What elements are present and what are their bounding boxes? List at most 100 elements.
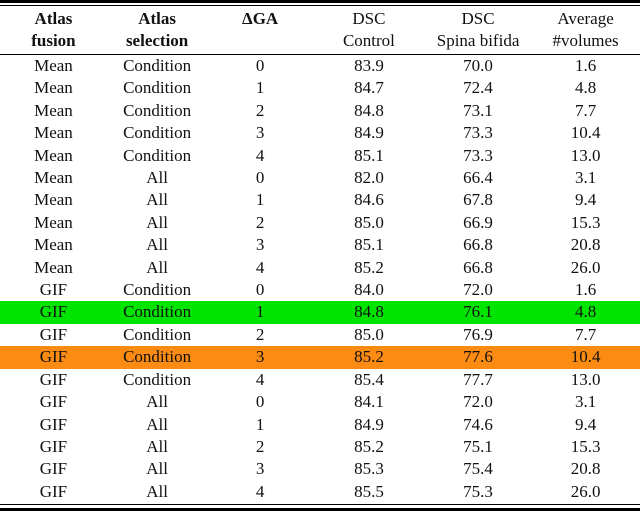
cell-avg-volumes: 26.0 bbox=[570, 257, 601, 277]
cell-dsc-spina-bifida: 73.3 bbox=[463, 123, 493, 143]
cell-atlas-selection: Condition bbox=[123, 56, 192, 75]
cell-dsc-control: 83.9 bbox=[354, 56, 384, 75]
cell-avg-volumes: 7.7 bbox=[574, 324, 597, 344]
cell-avg-volumes: 4.8 bbox=[574, 78, 597, 98]
table-row-highlight-orange: GIF Condition 3 85.2 77.6 10.4 bbox=[0, 346, 640, 369]
table-header: Atlas fusion Atlas selection ΔGA DSC Con… bbox=[0, 6, 640, 55]
cell-delta-ga: 3 bbox=[255, 459, 265, 479]
cell-dsc-control: 82.0 bbox=[354, 168, 384, 188]
table-row: Mean All 4 85.2 66.8 26.0 bbox=[0, 257, 640, 279]
cell-dsc-control: 84.7 bbox=[354, 78, 384, 98]
cell-atlas-selection: Condition bbox=[123, 78, 192, 98]
cell-atlas-fusion: Mean bbox=[34, 123, 73, 143]
cell-atlas-fusion: GIF bbox=[39, 414, 68, 434]
cell-atlas-fusion: Mean bbox=[34, 78, 73, 98]
cell-dsc-spina-bifida: 77.7 bbox=[463, 369, 493, 389]
cell-dsc-spina-bifida: 70.0 bbox=[463, 56, 493, 75]
cell-delta-ga: 1 bbox=[255, 302, 265, 322]
cell-atlas-selection: Condition bbox=[123, 100, 192, 120]
table-row: GIF All 4 85.5 75.3 26.0 bbox=[0, 481, 640, 503]
cell-avg-volumes: 9.4 bbox=[574, 414, 597, 434]
cell-delta-ga: 3 bbox=[255, 235, 265, 255]
cell-delta-ga: 1 bbox=[255, 78, 265, 98]
cell-dsc-control: 84.8 bbox=[354, 302, 384, 322]
cell-delta-ga: 4 bbox=[255, 369, 265, 389]
cell-atlas-fusion: Mean bbox=[34, 212, 73, 232]
cell-dsc-control: 85.0 bbox=[354, 324, 384, 344]
table-row: GIF All 3 85.3 75.4 20.8 bbox=[0, 458, 640, 480]
header-line1: Atlas bbox=[34, 9, 73, 28]
cell-atlas-fusion: GIF bbox=[39, 481, 68, 501]
cell-delta-ga: 1 bbox=[255, 414, 265, 434]
cell-delta-ga: 2 bbox=[255, 100, 265, 120]
cell-dsc-control: 84.8 bbox=[354, 100, 384, 120]
cell-atlas-fusion: Mean bbox=[34, 235, 73, 255]
results-table: Atlas fusion Atlas selection ΔGA DSC Con… bbox=[0, 6, 640, 503]
cell-dsc-control: 84.9 bbox=[354, 123, 384, 143]
cell-delta-ga: 0 bbox=[255, 56, 265, 75]
cell-atlas-fusion: Mean bbox=[34, 56, 73, 75]
table-row: Mean Condition 2 84.8 73.1 7.7 bbox=[0, 100, 640, 122]
col-header-dsc-control: DSC Control bbox=[312, 6, 425, 55]
cell-dsc-control: 85.2 bbox=[354, 257, 384, 277]
cell-dsc-control: 85.0 bbox=[354, 212, 384, 232]
cell-dsc-control: 84.6 bbox=[354, 190, 384, 210]
cell-avg-volumes: 20.8 bbox=[570, 459, 601, 479]
cell-dsc-spina-bifida: 66.8 bbox=[463, 235, 493, 255]
cell-delta-ga: 0 bbox=[255, 392, 265, 412]
cell-dsc-spina-bifida: 67.8 bbox=[463, 190, 493, 210]
cell-avg-volumes: 4.8 bbox=[574, 302, 597, 322]
cell-delta-ga: 2 bbox=[255, 436, 265, 456]
cell-delta-ga: 0 bbox=[255, 168, 265, 188]
bottom-double-rule bbox=[0, 504, 640, 511]
cell-atlas-selection: All bbox=[146, 414, 168, 434]
cell-atlas-selection: All bbox=[146, 235, 168, 255]
cell-atlas-selection: All bbox=[146, 190, 168, 210]
cell-avg-volumes: 20.8 bbox=[570, 235, 601, 255]
col-header-atlas-selection: Atlas selection bbox=[106, 6, 208, 55]
cell-avg-volumes: 26.0 bbox=[570, 481, 601, 501]
cell-delta-ga: 4 bbox=[255, 145, 265, 165]
table-row: GIF Condition 0 84.0 72.0 1.6 bbox=[0, 279, 640, 301]
cell-atlas-fusion: GIF bbox=[39, 436, 68, 456]
col-header-average-volumes: Average #volumes bbox=[531, 6, 640, 55]
table-row: Mean All 2 85.0 66.9 15.3 bbox=[0, 212, 640, 234]
cell-dsc-control: 84.1 bbox=[354, 392, 384, 412]
cell-atlas-selection: Condition bbox=[123, 280, 192, 300]
table-row: Mean Condition 0 83.9 70.0 1.6 bbox=[0, 55, 640, 78]
header-line2: fusion bbox=[31, 31, 76, 50]
cell-avg-volumes: 9.4 bbox=[574, 190, 597, 210]
top-double-rule bbox=[0, 0, 640, 6]
cell-dsc-control: 85.1 bbox=[354, 235, 384, 255]
cell-atlas-fusion: Mean bbox=[34, 190, 73, 210]
header-line1: Atlas bbox=[138, 9, 176, 28]
cell-atlas-selection: Condition bbox=[123, 347, 192, 367]
table-row: Mean All 3 85.1 66.8 20.8 bbox=[0, 234, 640, 256]
cell-dsc-spina-bifida: 75.4 bbox=[463, 459, 493, 479]
cell-delta-ga: 4 bbox=[255, 481, 265, 501]
cell-atlas-selection: Condition bbox=[123, 145, 192, 165]
table-row: GIF Condition 4 85.4 77.7 13.0 bbox=[0, 369, 640, 391]
cell-delta-ga: 1 bbox=[255, 190, 265, 210]
cell-dsc-spina-bifida: 72.0 bbox=[463, 392, 493, 412]
cell-dsc-control: 85.2 bbox=[354, 347, 384, 367]
table-row: Mean Condition 4 85.1 73.3 13.0 bbox=[0, 145, 640, 167]
cell-atlas-fusion: Mean bbox=[34, 100, 73, 120]
table-row: GIF Condition 2 85.0 76.9 7.7 bbox=[0, 324, 640, 346]
cell-dsc-spina-bifida: 72.4 bbox=[463, 78, 493, 98]
cell-atlas-fusion: Mean bbox=[34, 257, 73, 277]
header-line2: #volumes bbox=[552, 31, 619, 50]
cell-atlas-selection: All bbox=[146, 481, 168, 501]
cell-dsc-spina-bifida: 66.9 bbox=[463, 212, 493, 232]
cell-atlas-selection: Condition bbox=[123, 324, 192, 344]
cell-delta-ga: 4 bbox=[255, 257, 265, 277]
col-header-dsc-spina-bifida: DSC Spina bifida bbox=[424, 6, 532, 55]
table-row: GIF All 1 84.9 74.6 9.4 bbox=[0, 414, 640, 436]
cell-atlas-fusion: GIF bbox=[39, 324, 68, 344]
cell-atlas-selection: All bbox=[146, 459, 168, 479]
table-row: GIF All 0 84.1 72.0 3.1 bbox=[0, 391, 640, 413]
cell-avg-volumes: 10.4 bbox=[570, 123, 601, 143]
cell-dsc-control: 84.0 bbox=[354, 280, 384, 300]
cell-avg-volumes: 15.3 bbox=[570, 436, 601, 456]
